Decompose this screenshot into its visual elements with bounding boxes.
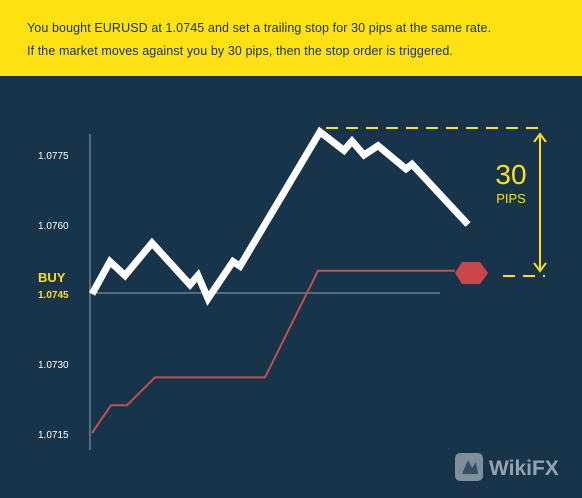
- y-tick-label: 1.0760: [38, 221, 69, 232]
- caption-line-2: If the market moves against you by 30 pi…: [27, 44, 453, 58]
- arrow-head-up-icon: [533, 132, 547, 143]
- pips-unit: PIPS: [496, 191, 526, 206]
- caption-banner: You bought EURUSD at 1.0745 and set a tr…: [0, 0, 582, 76]
- trailing-stop-chart: 1.0775 1.0760 1.0730 1.0715 BUY 1.0745 3…: [38, 126, 559, 481]
- buy-price: 1.0745: [38, 290, 69, 301]
- wikifx-watermark: WikiFX: [455, 453, 559, 481]
- y-tick-label: 1.0775: [38, 151, 69, 162]
- arrow-head-down-icon: [533, 262, 547, 273]
- pips-number: 30: [495, 159, 526, 190]
- trailing-stop-line: [91, 269, 455, 434]
- caption-line-1: You bought EURUSD at 1.0745 and set a tr…: [27, 21, 492, 35]
- stop-trigger-marker: [455, 262, 488, 284]
- y-tick-label: 1.0715: [38, 430, 69, 441]
- wikifx-logo-text: WikiFX: [489, 457, 559, 480]
- buy-label: BUY: [38, 270, 66, 285]
- price-line: [88, 126, 471, 306]
- y-tick-label: 1.0730: [38, 360, 69, 371]
